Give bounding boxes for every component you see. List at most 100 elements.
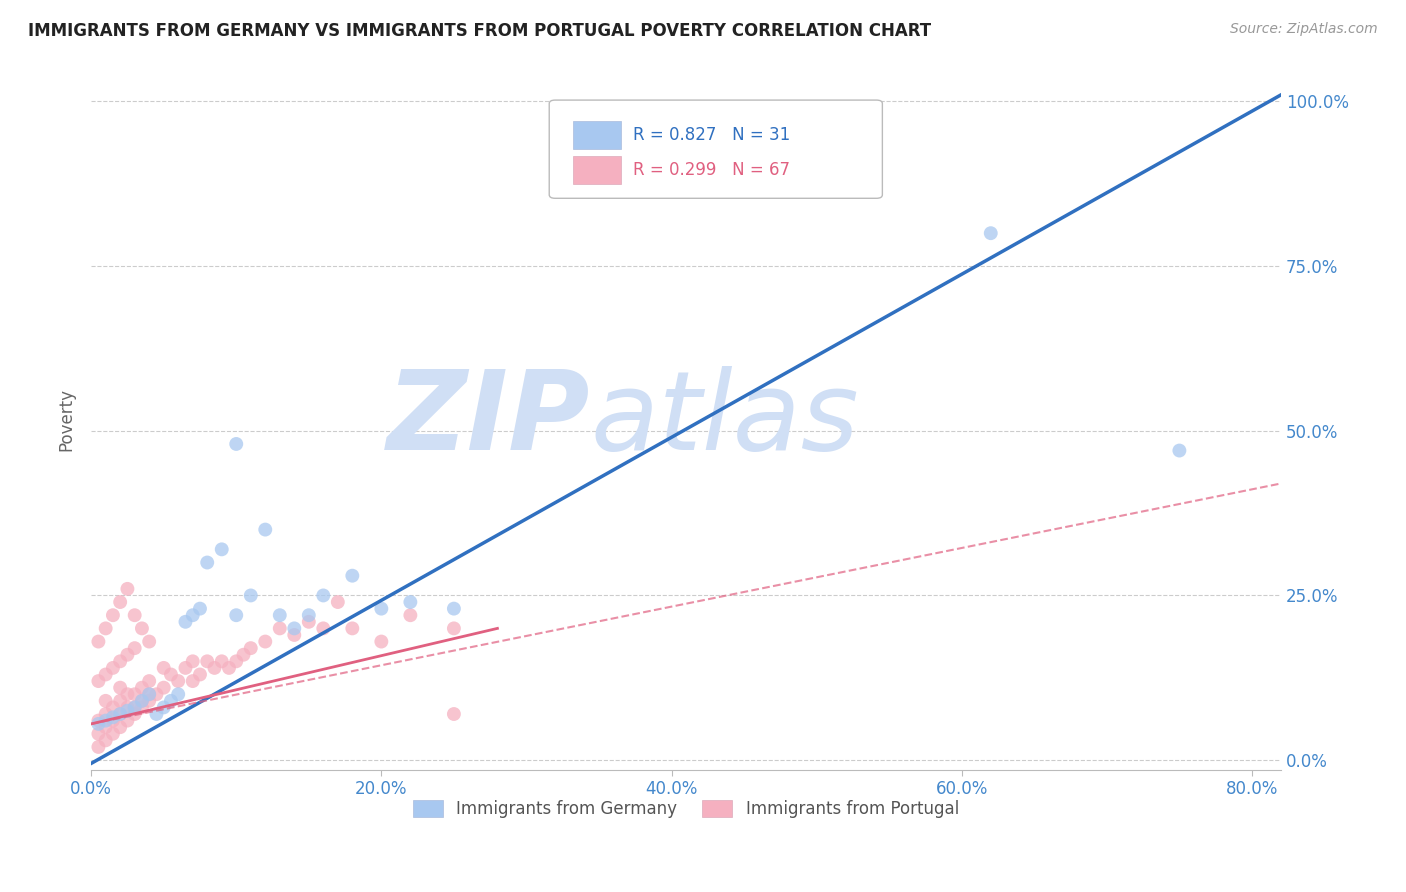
Legend: Immigrants from Germany, Immigrants from Portugal: Immigrants from Germany, Immigrants from… [406,793,966,825]
Point [117,714,139,728]
Point [101,710,124,724]
Point [94,733,117,747]
Y-axis label: Poverty: Poverty [58,388,75,450]
Point [443,621,465,635]
Point [204,661,226,675]
Point [181,674,204,689]
Point [101,700,124,714]
Point [269,621,291,635]
Point [218,661,240,675]
Point [195,654,218,668]
Point [145,706,167,721]
Point [138,687,160,701]
Point [94,706,117,721]
Point [443,706,465,721]
Point [370,634,392,648]
Text: R = 0.827   N = 31: R = 0.827 N = 31 [633,126,790,145]
Point [124,700,146,714]
Point [188,601,211,615]
Point [138,674,160,689]
Point [117,582,139,596]
Point [342,568,364,582]
Point [138,634,160,648]
Point [312,589,335,603]
Point [117,648,139,662]
Point [298,608,321,623]
Point [188,667,211,681]
Point [131,700,153,714]
Point [312,621,335,635]
Point [124,700,146,714]
Text: ZIP: ZIP [388,366,591,473]
Text: atlas: atlas [591,366,859,473]
Point [101,608,124,623]
Point [239,589,262,603]
Point [211,654,233,668]
Point [108,720,131,734]
Point [167,674,190,689]
Point [326,595,349,609]
Point [131,694,153,708]
Point [160,694,183,708]
Point [152,661,174,675]
Point [87,717,110,731]
Text: R = 0.299   N = 67: R = 0.299 N = 67 [633,161,790,179]
Point [181,654,204,668]
Point [283,621,305,635]
Point [298,615,321,629]
Point [117,700,139,714]
Point [87,634,110,648]
Point [138,694,160,708]
Point [399,608,422,623]
Point [101,727,124,741]
Point [145,687,167,701]
Point [254,523,277,537]
Point [108,654,131,668]
Point [87,714,110,728]
Point [1168,443,1191,458]
Point [225,437,247,451]
Point [181,608,204,623]
Text: IMMIGRANTS FROM GERMANY VS IMMIGRANTS FROM PORTUGAL POVERTY CORRELATION CHART: IMMIGRANTS FROM GERMANY VS IMMIGRANTS FR… [28,22,931,40]
Point [232,648,254,662]
Point [174,661,197,675]
Point [160,667,183,681]
Point [399,595,422,609]
Point [87,739,110,754]
Point [124,641,146,656]
Point [283,628,305,642]
Point [131,694,153,708]
Point [342,621,364,635]
Point [94,621,117,635]
Point [87,674,110,689]
Point [124,608,146,623]
Point [980,226,1002,240]
Point [94,667,117,681]
Point [87,727,110,741]
FancyBboxPatch shape [550,100,883,198]
Point [94,694,117,708]
Point [225,654,247,668]
Point [443,601,465,615]
Point [108,595,131,609]
Point [117,687,139,701]
Point [94,714,117,728]
Point [370,601,392,615]
Point [239,641,262,656]
Point [131,681,153,695]
Point [174,615,197,629]
Point [101,714,124,728]
Point [94,720,117,734]
Point [225,608,247,623]
Point [138,687,160,701]
Point [108,681,131,695]
Point [101,661,124,675]
Point [195,556,218,570]
Point [211,542,233,557]
Point [152,700,174,714]
Point [152,681,174,695]
Point [108,706,131,721]
Point [254,634,277,648]
Point [269,608,291,623]
Point [124,687,146,701]
